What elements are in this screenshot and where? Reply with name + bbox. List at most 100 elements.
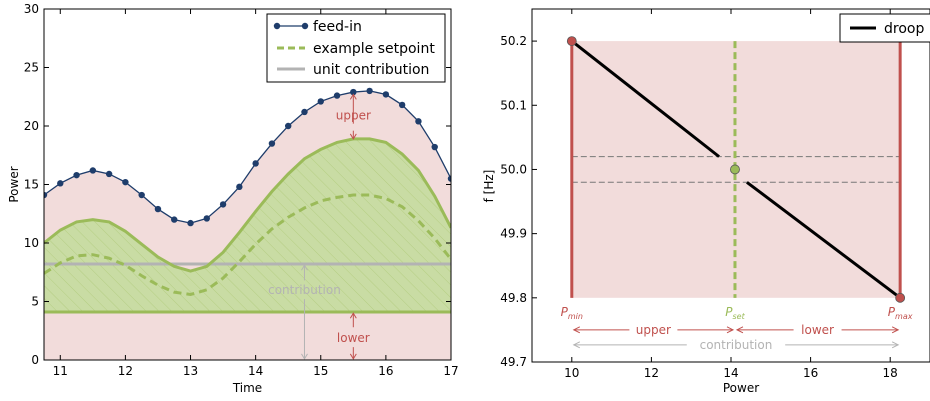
feed-in-point xyxy=(44,191,48,199)
x-tick-label: 14 xyxy=(248,364,263,378)
annotation-upper-head-right xyxy=(726,326,735,334)
x-tick-label: 15 xyxy=(313,364,328,378)
y-tick-label: 49.8 xyxy=(500,291,527,305)
feed-in-point xyxy=(447,175,451,182)
feed-in-point xyxy=(268,140,276,147)
y-tick-label: 20 xyxy=(24,119,39,133)
power-x-ticks: 11 12 13 14 15 16 17 xyxy=(53,9,459,378)
feed-in-point xyxy=(73,171,80,179)
contribution-band-hatch xyxy=(44,138,451,313)
x-tick-label: 13 xyxy=(183,364,198,378)
contribution-arrow-bottom-head xyxy=(301,353,308,360)
pmin-point xyxy=(566,36,577,46)
feed-in-point xyxy=(203,215,210,222)
lower-region xyxy=(44,312,451,360)
legend-unit-label: unit contribution xyxy=(313,62,429,78)
feed-in-point xyxy=(236,183,243,191)
feed-in-point xyxy=(57,180,64,187)
annotation-lower-head-right xyxy=(891,326,900,334)
p-label-min: Pmin xyxy=(561,305,583,321)
annotation-lower-head-left xyxy=(735,326,744,334)
feed-in-point xyxy=(252,160,259,167)
feed-in-point xyxy=(301,108,308,116)
droop-x-axis-label: Power xyxy=(723,381,759,395)
annotation-upper-head-left xyxy=(572,326,581,334)
y-tick-label: 0 xyxy=(31,353,39,367)
upper-band-line xyxy=(44,137,451,273)
lower-arrow-top-head xyxy=(349,312,357,319)
droop-line-upper xyxy=(570,39,720,158)
power-legend-box xyxy=(266,13,446,83)
y-tick-label: 50.0 xyxy=(500,162,527,176)
feed-in-point xyxy=(382,91,390,98)
feed-in-point xyxy=(171,216,178,223)
y-tick-label: 50.2 xyxy=(500,34,527,48)
upper-arrow-bottom-head xyxy=(349,133,357,140)
pset-point xyxy=(730,164,740,175)
y-tick-label: 15 xyxy=(24,178,39,192)
p-label-main: P xyxy=(561,305,569,319)
x-tick-label: 12 xyxy=(118,364,133,378)
feed-in-point xyxy=(122,178,129,186)
droop-y-ticks: 49.7 49.8 49.9 50.0 50.1 50.2 xyxy=(500,34,537,369)
y-tick-label: 25 xyxy=(24,61,39,75)
annotation-contribution-label: contribution xyxy=(700,338,773,352)
y-tick-label: 50.1 xyxy=(500,98,527,112)
feed-in-point xyxy=(154,205,162,213)
p-label-sub: min xyxy=(568,312,583,321)
contribution-arrow-top-head xyxy=(301,264,308,271)
annotation-contribution-head-right xyxy=(891,341,900,349)
feed-in-point xyxy=(138,191,145,199)
power-chart: upper contribution lower 11 12 13 14 15 16 17 0 5… xyxy=(7,2,459,395)
lower-arrow-bottom-head xyxy=(349,353,357,360)
feed-in-markers xyxy=(44,87,451,227)
x-tick-label: 18 xyxy=(883,366,898,380)
legend-droop-label: droop xyxy=(884,21,924,37)
annotation-lower: lower xyxy=(337,331,370,345)
y-tick-label: 49.9 xyxy=(500,227,527,241)
p-label-max: Pmax xyxy=(888,305,913,321)
annotation-upper-label: upper xyxy=(636,323,671,337)
annotation-lower-label: lower xyxy=(801,323,834,337)
feed-in-point xyxy=(187,219,194,227)
droop-line-lower xyxy=(746,181,902,300)
annotation-contribution: contribution xyxy=(268,283,341,297)
feed-in-point xyxy=(350,88,357,96)
legend-feed-in-marker-1 xyxy=(273,22,281,30)
x-tick-label: 14 xyxy=(723,366,738,380)
x-tick-label: 11 xyxy=(53,364,68,378)
feed-in-point xyxy=(415,118,422,125)
feed-in-point xyxy=(431,143,438,151)
power-annotations: upper contribution lower xyxy=(268,93,371,360)
power-legend: feed-in example setpoint unit contributi… xyxy=(266,13,446,83)
p-label-sub: max xyxy=(895,312,913,321)
p-label-main: P xyxy=(725,305,733,319)
pmax-point xyxy=(895,292,906,303)
droop-y-axis-label: f [Hz] xyxy=(482,170,496,203)
feed-in-point xyxy=(219,201,227,208)
feed-in-point xyxy=(317,98,324,105)
upper-arrow-top-head xyxy=(349,93,357,100)
p-label-set: Pset xyxy=(725,305,745,321)
p-label-sub: set xyxy=(732,312,745,321)
x-tick-label: 17 xyxy=(443,364,458,378)
legend-feed-in-label: feed-in xyxy=(313,19,362,35)
feed-in-point xyxy=(366,87,373,95)
legend-setpoint-label: example setpoint xyxy=(313,41,435,57)
x-tick-label: 12 xyxy=(644,366,659,380)
droop-legend: droop xyxy=(839,13,930,43)
power-y-ticks: 0 5 10 15 20 25 30 xyxy=(24,2,451,367)
y-tick-label: 30 xyxy=(24,2,39,16)
feed-in-point xyxy=(89,167,97,174)
annotation-upper: upper xyxy=(336,108,371,122)
x-tick-label: 16 xyxy=(378,364,393,378)
y-tick-label: 5 xyxy=(31,295,39,309)
droop-x-ticks: 10 12 14 16 18 xyxy=(564,9,898,380)
x-tick-label: 16 xyxy=(803,366,818,380)
feed-in-point xyxy=(333,92,341,99)
p-label-main: P xyxy=(888,305,896,319)
